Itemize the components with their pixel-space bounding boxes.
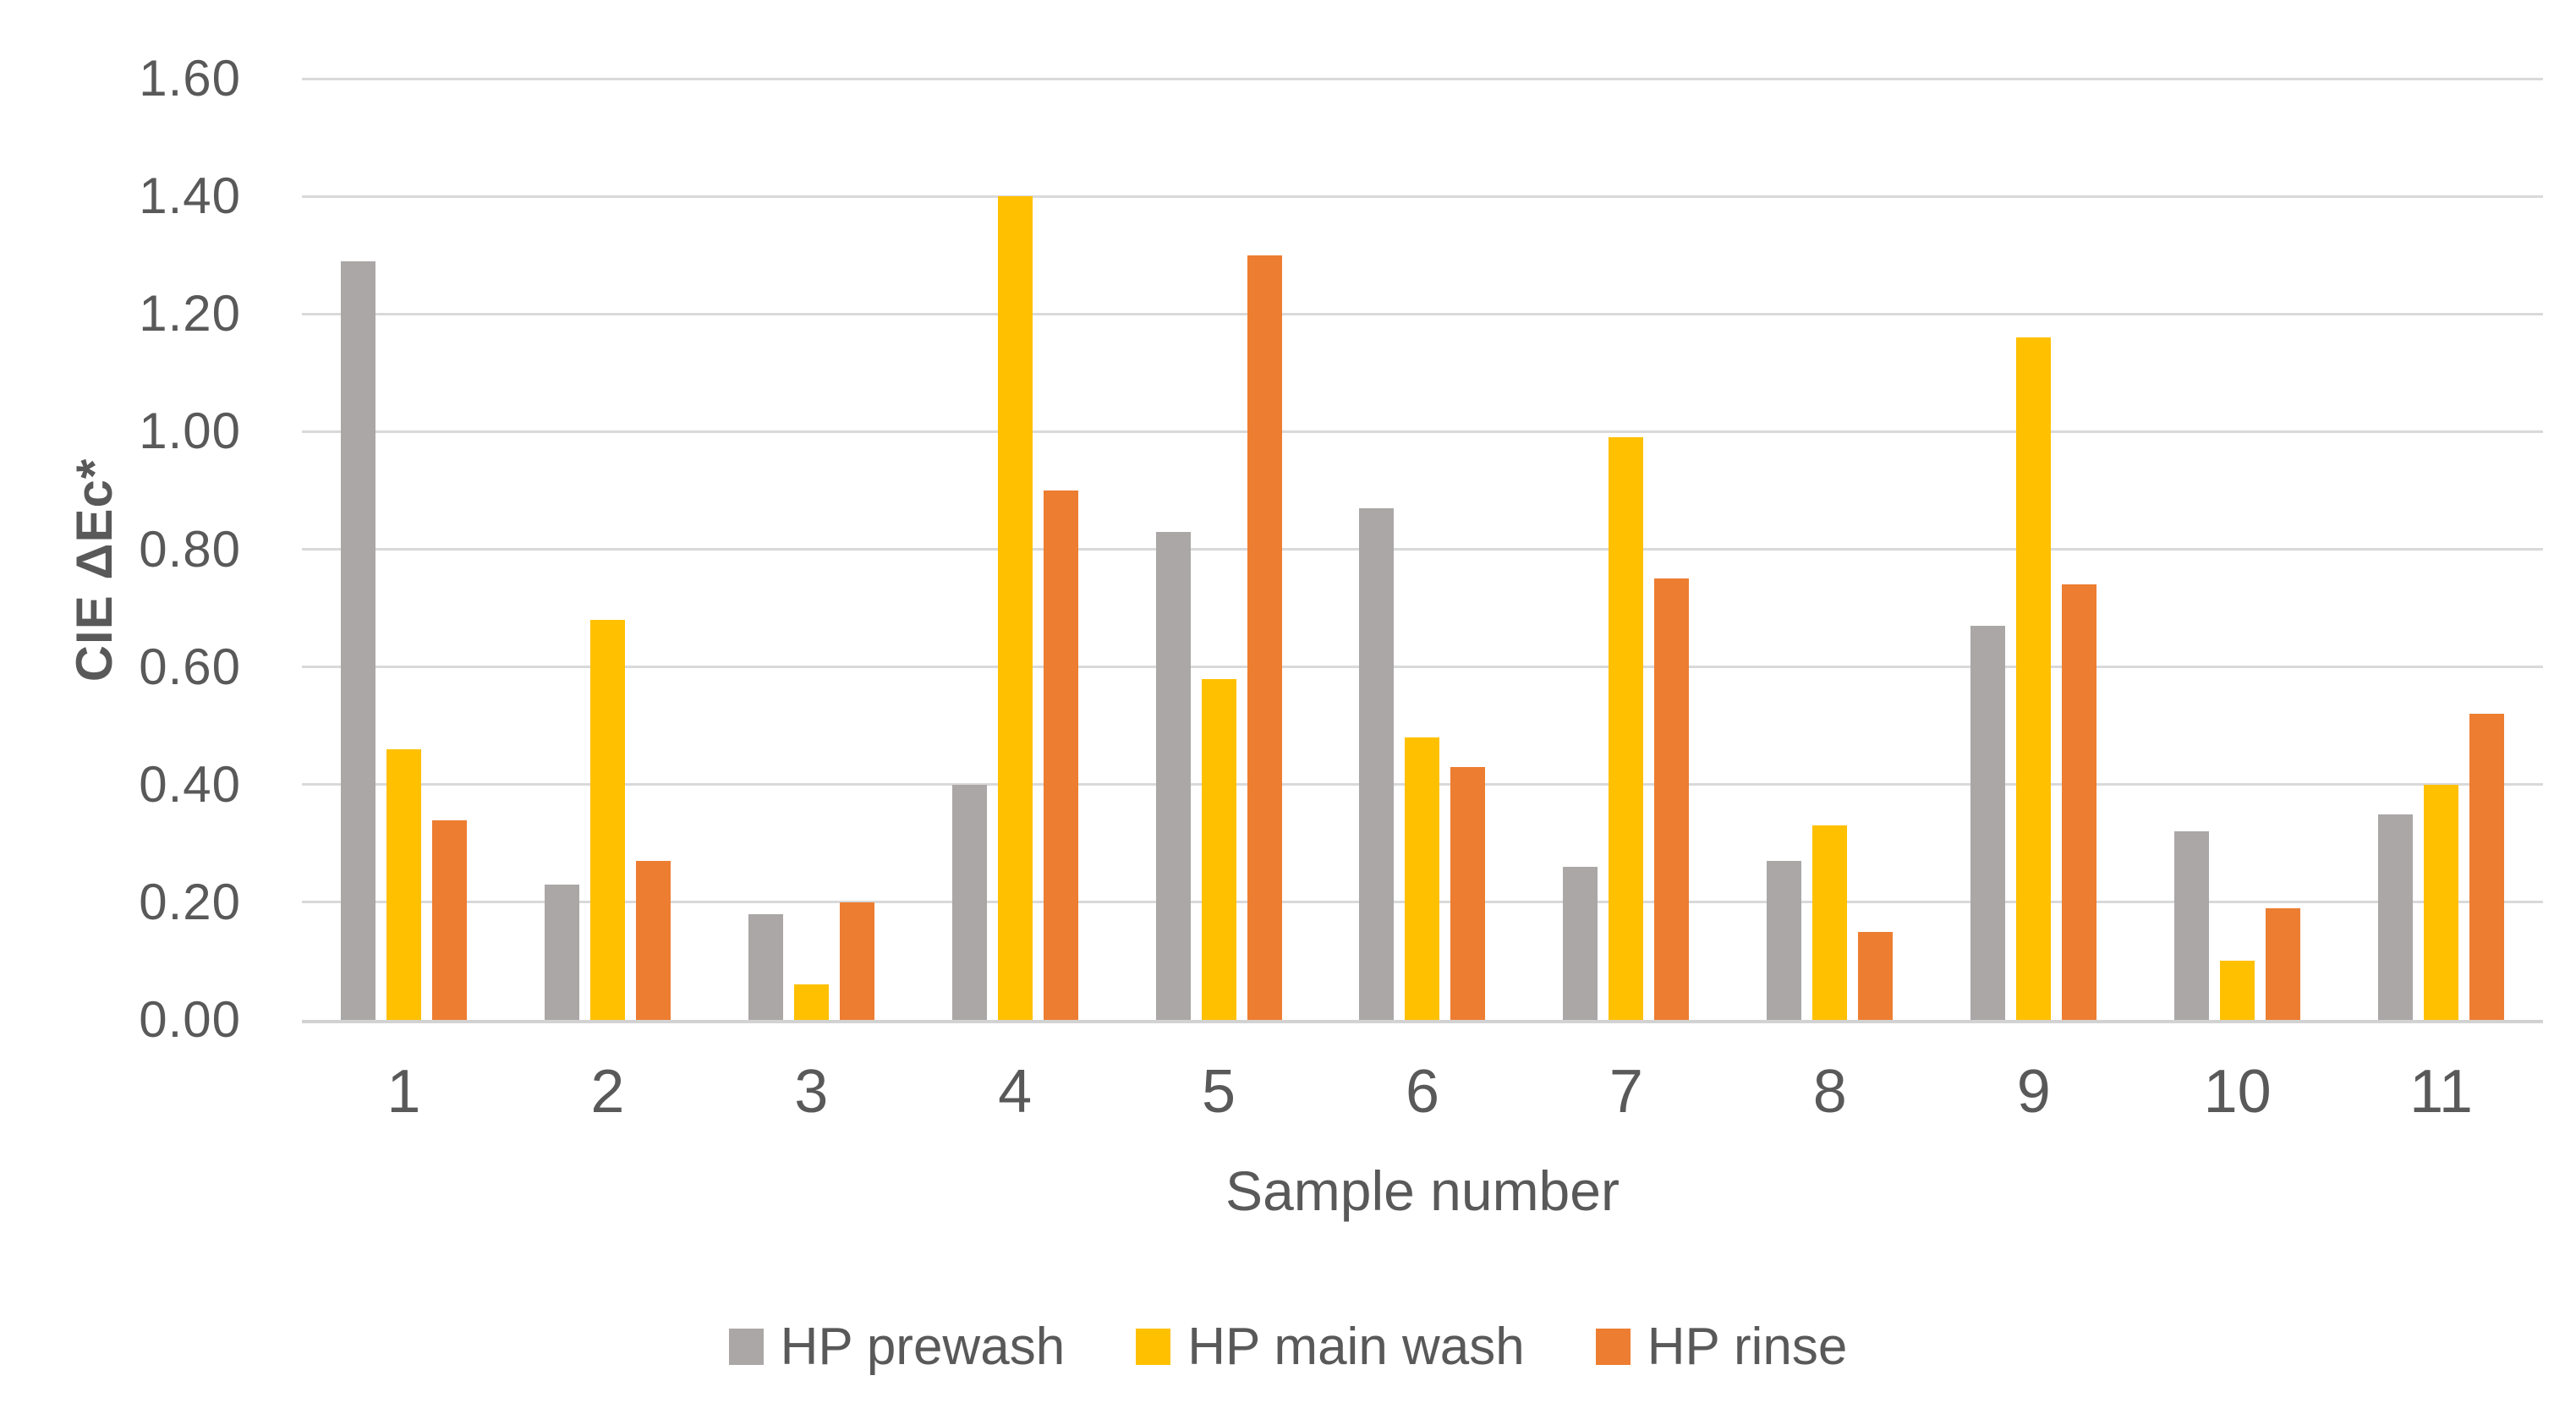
x-axis-tick-label: 8 bbox=[1812, 1058, 1847, 1126]
y-axis-tick-label: 0.80 bbox=[139, 520, 241, 578]
y-axis-tick-label: 0.20 bbox=[139, 873, 241, 930]
bar-hp-rinse bbox=[1247, 255, 1282, 1020]
bar-hp-prewash bbox=[340, 260, 375, 1020]
bar-group bbox=[2135, 79, 2339, 1020]
x-axis-tick-label: 5 bbox=[1202, 1058, 1236, 1126]
gridline bbox=[302, 77, 2543, 80]
bar-hp-prewash bbox=[1563, 867, 1598, 1020]
bar-hp-rinse bbox=[635, 861, 671, 1020]
gridline bbox=[302, 548, 2543, 551]
y-axis-tick-label: 0.60 bbox=[139, 638, 241, 695]
bar-hp-main-wash bbox=[1201, 678, 1236, 1020]
y-axis-tick-label: 1.00 bbox=[139, 403, 241, 460]
x-axis-tick-label: 7 bbox=[1609, 1058, 1643, 1126]
bar-hp-main-wash bbox=[1609, 437, 1644, 1020]
plot-area bbox=[302, 77, 2543, 1023]
bar-group bbox=[1117, 79, 1321, 1020]
bar-hp-prewash bbox=[544, 885, 579, 1020]
bar-hp-prewash bbox=[1359, 507, 1395, 1020]
legend-label: HP prewash bbox=[780, 1317, 1066, 1376]
legend-item: HP rinse bbox=[1595, 1317, 1848, 1377]
y-axis-tick-label: 1.40 bbox=[139, 167, 241, 225]
y-axis-tick-label: 1.60 bbox=[139, 50, 241, 107]
y-axis-tick-label: 0.00 bbox=[139, 991, 241, 1048]
bar-group bbox=[1728, 79, 1932, 1020]
bar-hp-main-wash bbox=[2424, 784, 2459, 1020]
y-axis-tick-label: 1.20 bbox=[139, 285, 241, 343]
bar-group bbox=[913, 79, 1117, 1020]
bar-hp-rinse bbox=[1043, 490, 1078, 1020]
legend-swatch-icon bbox=[1136, 1329, 1171, 1365]
bar-hp-rinse bbox=[2469, 714, 2505, 1020]
bar-hp-rinse bbox=[1450, 766, 1486, 1020]
x-axis-tick-label: 6 bbox=[1405, 1058, 1439, 1126]
bar-hp-main-wash bbox=[2016, 337, 2052, 1020]
bar-hp-main-wash bbox=[1405, 737, 1440, 1020]
bar-hp-rinse bbox=[1654, 578, 1690, 1020]
bar-hp-main-wash bbox=[793, 984, 829, 1020]
legend-swatch-icon bbox=[728, 1329, 764, 1365]
y-axis-tick-label: 0.40 bbox=[139, 755, 241, 813]
bar-hp-rinse bbox=[1858, 931, 1894, 1020]
bar-group bbox=[506, 79, 710, 1020]
bar-hp-main-wash bbox=[2220, 961, 2255, 1020]
x-axis-tick-label: 10 bbox=[2203, 1058, 2272, 1126]
bar-hp-prewash bbox=[951, 784, 987, 1020]
bar-group bbox=[1932, 79, 2135, 1020]
bar-hp-main-wash bbox=[386, 749, 421, 1020]
x-axis-tick-label: 9 bbox=[2016, 1058, 2051, 1126]
bar-group bbox=[2339, 79, 2543, 1020]
legend-item: HP prewash bbox=[728, 1317, 1066, 1377]
bar-group bbox=[710, 79, 913, 1020]
bar-group bbox=[1321, 79, 1525, 1020]
legend-swatch-icon bbox=[1595, 1329, 1631, 1365]
gridline bbox=[302, 312, 2543, 315]
bar-hp-rinse bbox=[2266, 907, 2301, 1020]
gridline bbox=[302, 666, 2543, 669]
bar-hp-rinse bbox=[431, 819, 467, 1020]
bar-hp-prewash bbox=[1767, 861, 1802, 1020]
bar-hp-rinse bbox=[2062, 584, 2097, 1020]
x-axis-tick-label: 11 bbox=[2409, 1058, 2473, 1126]
x-axis-title: Sample number bbox=[1225, 1159, 1620, 1222]
legend-item: HP main wash bbox=[1136, 1318, 1525, 1377]
bar-hp-prewash bbox=[1155, 531, 1191, 1020]
bar-hp-prewash bbox=[2378, 814, 2414, 1020]
bar-group bbox=[1524, 79, 1728, 1020]
bar-hp-main-wash bbox=[589, 619, 625, 1020]
x-axis-tick-label: 4 bbox=[998, 1058, 1033, 1126]
legend-label: HP main wash bbox=[1187, 1317, 1525, 1376]
bar-hp-main-wash bbox=[1812, 825, 1848, 1020]
x-axis-tick-label: 2 bbox=[590, 1058, 625, 1126]
x-axis-tick-label: 3 bbox=[794, 1058, 829, 1126]
x-axis-line bbox=[302, 1020, 2543, 1023]
gridline bbox=[302, 195, 2543, 198]
bar-hp-prewash bbox=[1970, 625, 2006, 1020]
y-axis: 0.00 0.20 0.40 0.60 0.80 1.00 1.20 1.40 1.60 bbox=[0, 53, 241, 1045]
bar-hp-prewash bbox=[748, 913, 783, 1020]
legend-label: HP rinse bbox=[1647, 1317, 1848, 1376]
bar-hp-rinse bbox=[839, 902, 874, 1020]
gridline bbox=[302, 430, 2543, 433]
x-axis-tick-label: 1 bbox=[386, 1058, 421, 1126]
legend: HP prewash HP main wash HP rinse bbox=[0, 1302, 2576, 1391]
bar-group bbox=[302, 79, 506, 1020]
bar-hp-prewash bbox=[2174, 831, 2210, 1020]
bar-hp-main-wash bbox=[997, 196, 1033, 1020]
